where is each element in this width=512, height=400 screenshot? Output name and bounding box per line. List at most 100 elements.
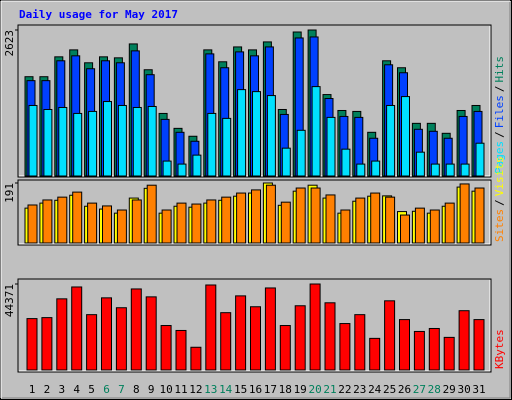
bar — [310, 187, 321, 244]
bar — [475, 142, 485, 177]
x-tick-label: 16 — [249, 383, 262, 396]
bar — [458, 310, 470, 371]
bar — [191, 203, 202, 244]
bar — [399, 319, 410, 371]
bar — [296, 129, 306, 177]
x-tick-label: 7 — [118, 383, 125, 396]
x-tick-label: 13 — [204, 383, 217, 396]
bar — [103, 101, 112, 177]
x-tick-label: 11 — [174, 383, 187, 396]
bar — [73, 112, 83, 177]
legend-item: Visits — [493, 157, 506, 197]
bar — [177, 163, 187, 177]
legend-separator: / — [493, 131, 506, 138]
bar — [43, 108, 53, 177]
y-tick-label: 191 — [3, 183, 16, 203]
bar — [115, 307, 127, 371]
x-tick-label: 15 — [234, 383, 247, 396]
bar — [116, 209, 127, 244]
x-tick-label: 12 — [189, 383, 202, 396]
bar — [371, 160, 381, 177]
bar — [41, 317, 53, 371]
legend-item: KBytes — [493, 329, 506, 369]
legend: Pages / Files / Hits — [493, 56, 506, 174]
bar — [341, 148, 351, 177]
legend-separator: / — [493, 86, 506, 93]
bar — [326, 116, 336, 177]
bar — [279, 325, 291, 371]
x-tick-label: 20 — [308, 383, 321, 396]
x-tick-label: 17 — [264, 383, 277, 396]
bar — [295, 187, 306, 244]
bar — [339, 323, 351, 371]
bar — [428, 327, 440, 371]
bar — [415, 151, 425, 177]
bar — [102, 205, 112, 244]
bar — [324, 302, 336, 371]
bar — [192, 154, 202, 177]
bar — [71, 286, 83, 371]
bar — [205, 284, 217, 371]
chart-title: Daily usage for May 2017 — [19, 8, 178, 21]
y-tick-label: 2623 — [3, 30, 16, 57]
x-tick-label: 25 — [383, 383, 396, 396]
x-tick-label: 30 — [457, 383, 470, 396]
legend-item: Sites — [493, 209, 506, 242]
bar — [401, 96, 410, 177]
bar — [28, 104, 38, 177]
bar — [146, 184, 157, 244]
bar — [459, 183, 470, 244]
legend: KBytes — [493, 329, 506, 369]
bar — [88, 110, 98, 177]
bar — [325, 194, 336, 244]
bar — [384, 300, 396, 371]
bar — [220, 312, 232, 371]
x-tick-label: 31 — [472, 383, 485, 396]
bar — [280, 201, 291, 244]
bar — [237, 89, 247, 177]
bar — [251, 189, 261, 244]
bar — [176, 202, 187, 244]
x-tick-label: 8 — [133, 383, 140, 396]
bar — [86, 314, 98, 371]
x-tick-label: 29 — [443, 383, 456, 396]
x-tick-label: 28 — [428, 383, 441, 396]
x-tick-label: 1 — [29, 383, 36, 396]
bar — [236, 192, 247, 244]
legend-item: Files — [493, 95, 506, 128]
bar — [266, 95, 276, 177]
bar — [42, 199, 53, 244]
bar — [264, 287, 276, 371]
bar — [161, 209, 172, 244]
bar — [294, 305, 306, 371]
bar — [56, 298, 68, 371]
x-tick-label: 4 — [73, 383, 80, 396]
bar — [250, 306, 261, 371]
bar — [281, 147, 291, 177]
bar — [474, 187, 485, 244]
bar — [101, 297, 112, 371]
legend-item: Hits — [493, 56, 506, 83]
x-tick-label: 14 — [219, 383, 233, 396]
bar — [235, 295, 247, 371]
x-tick-label: 21 — [323, 383, 336, 396]
x-tick-label: 9 — [148, 383, 155, 396]
bar — [131, 199, 142, 244]
bar — [430, 163, 440, 177]
legend-item: Pages — [493, 141, 506, 174]
bar — [58, 106, 68, 177]
x-tick-label: 26 — [398, 383, 411, 396]
bar — [160, 325, 172, 371]
x-tick-label: 2 — [44, 383, 51, 396]
y-tick-label: 44371 — [3, 284, 16, 317]
x-tick-label: 3 — [58, 383, 65, 396]
legend-separator: / — [493, 199, 506, 206]
bar — [355, 197, 366, 244]
x-tick-label: 27 — [413, 383, 426, 396]
bar — [311, 86, 321, 177]
bar — [444, 202, 455, 244]
bar — [132, 106, 142, 177]
x-tick-label: 22 — [338, 383, 351, 396]
bar — [206, 199, 217, 244]
